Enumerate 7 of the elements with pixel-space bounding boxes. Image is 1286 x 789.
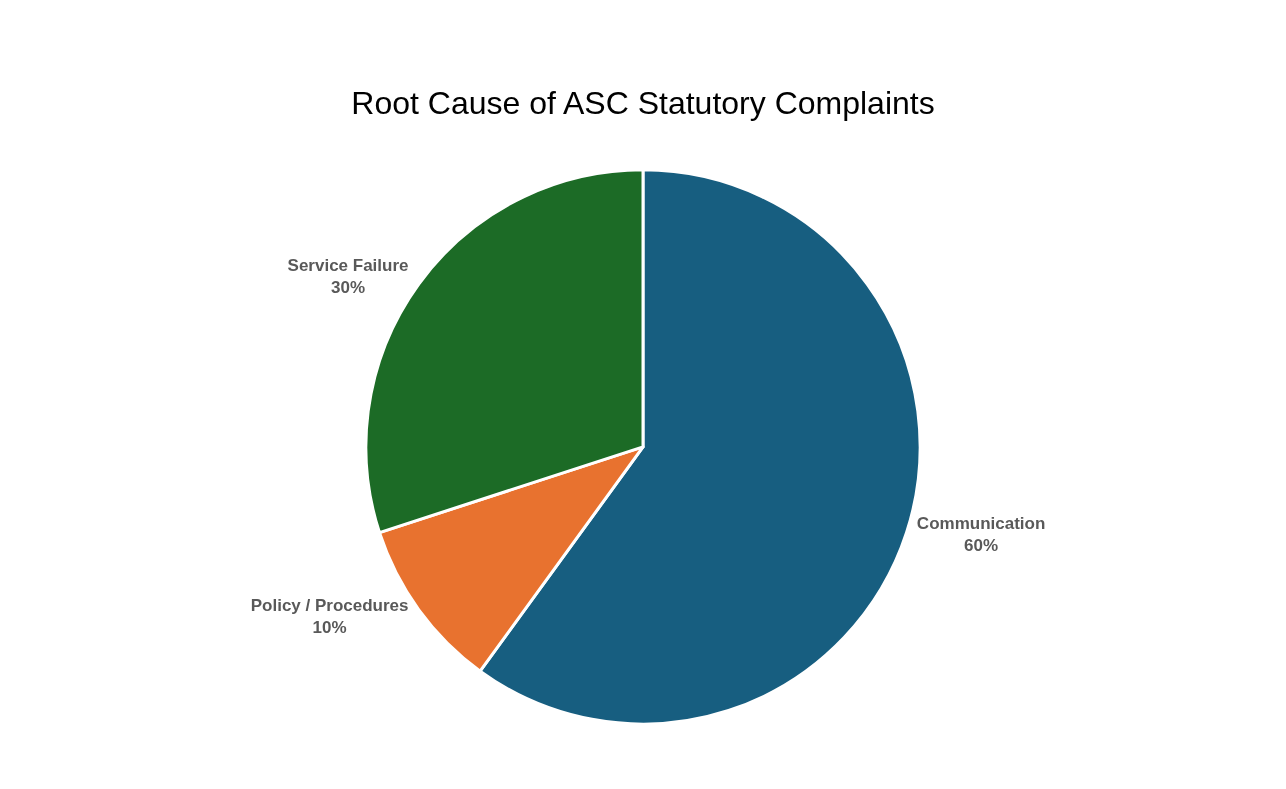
- data-label: 30%: [331, 278, 366, 298]
- chart-title: Root Cause of ASC Statutory Complaints: [351, 84, 935, 121]
- data-label: 60%: [964, 536, 999, 556]
- slice-label: Service Failure: [287, 256, 409, 276]
- slice-label: Communication: [916, 513, 1046, 533]
- slice-label: Policy / Procedures: [250, 596, 409, 616]
- data-label: 10%: [312, 618, 347, 638]
